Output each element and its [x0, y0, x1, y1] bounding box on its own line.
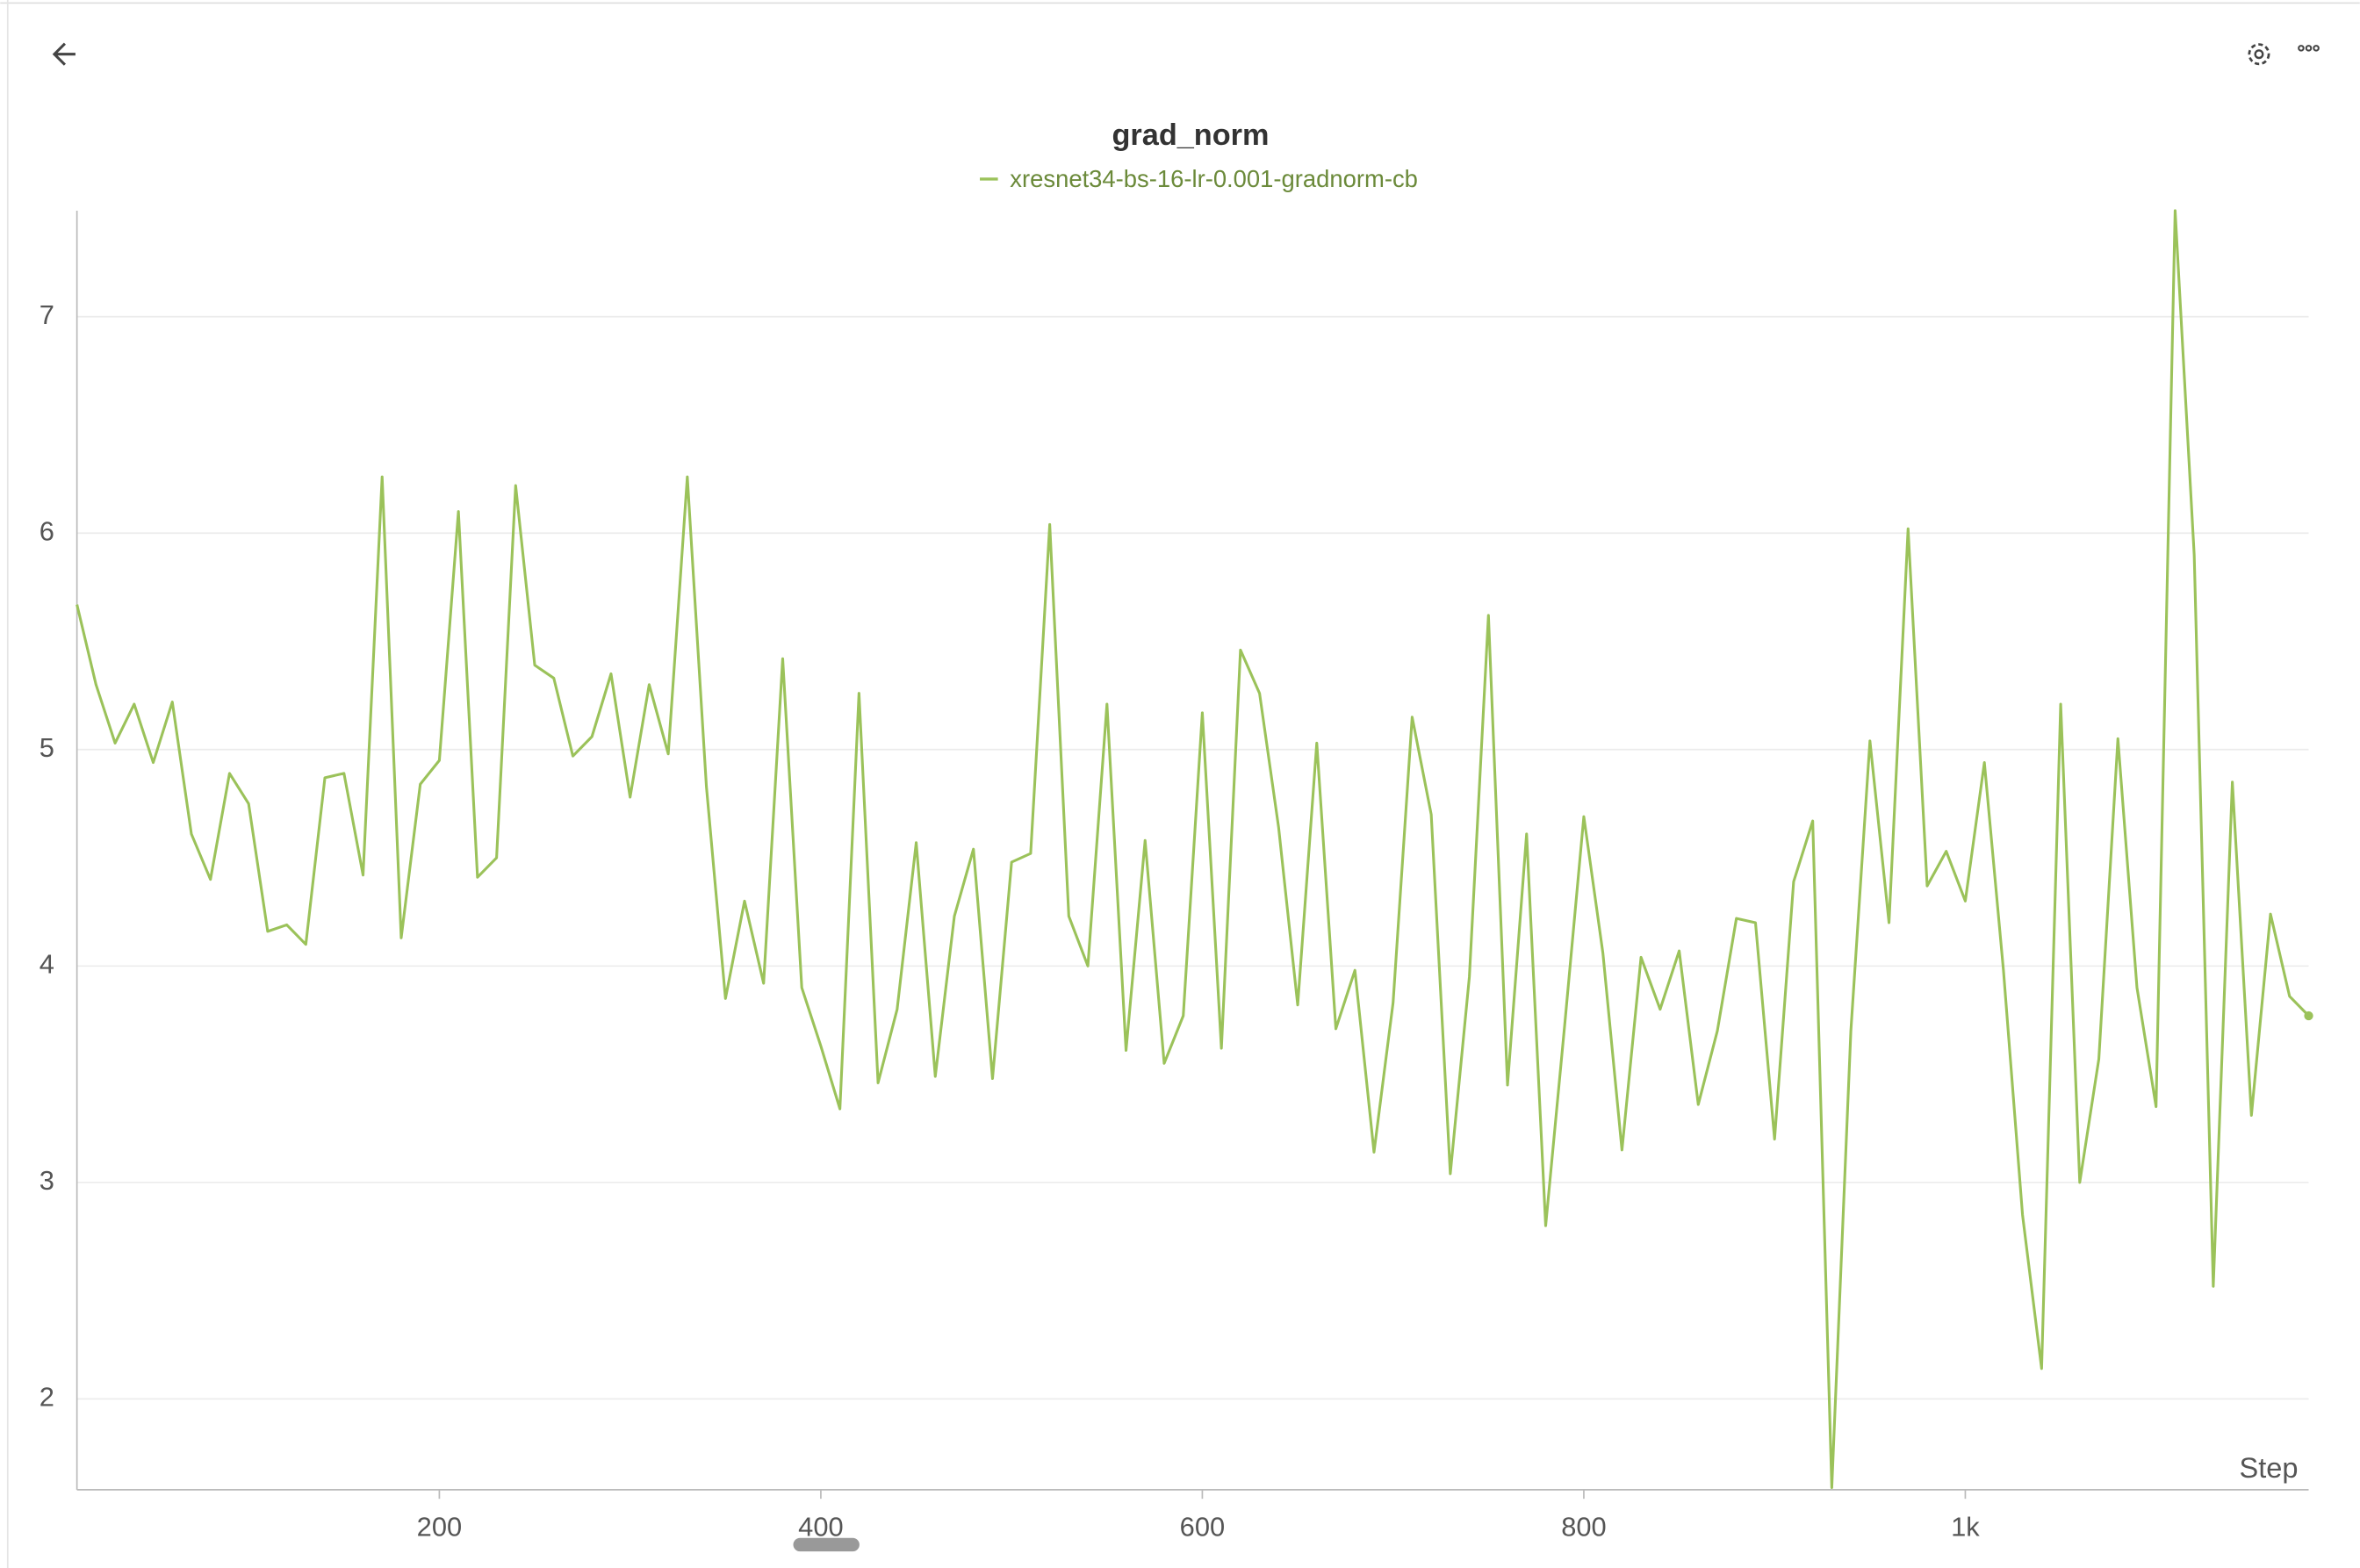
- y-tick-label: 7: [40, 299, 54, 330]
- legend-label: xresnet34-bs-16-lr-0.001-gradnorm-cb: [1010, 165, 1418, 192]
- x-tick-label: 1k: [1951, 1512, 1980, 1543]
- x-axis-label: Step: [2240, 1452, 2299, 1484]
- more-button[interactable]: [2298, 45, 2320, 52]
- x-tick-label: 200: [417, 1512, 462, 1543]
- y-tick-label: 5: [40, 732, 54, 763]
- back-button[interactable]: [52, 42, 76, 66]
- settings-button[interactable]: [2248, 43, 2270, 66]
- legend: xresnet34-bs-16-lr-0.001-gradnorm-cb: [980, 165, 1418, 192]
- x-tick-label: 600: [1180, 1512, 1225, 1543]
- series-line: [76, 209, 2310, 1489]
- x-tick-label: 400: [798, 1512, 843, 1543]
- y-tick-label: 6: [40, 515, 54, 546]
- y-tick-label: 2: [40, 1381, 54, 1412]
- y-tick-label: 3: [40, 1165, 54, 1196]
- chart-title: grad_norm: [1112, 119, 1270, 152]
- x-tick-label: 800: [1561, 1512, 1606, 1543]
- last-point: [2304, 1011, 2313, 1021]
- scrollbar-thumb[interactable]: [793, 1537, 860, 1552]
- y-tick-label: 4: [40, 948, 54, 979]
